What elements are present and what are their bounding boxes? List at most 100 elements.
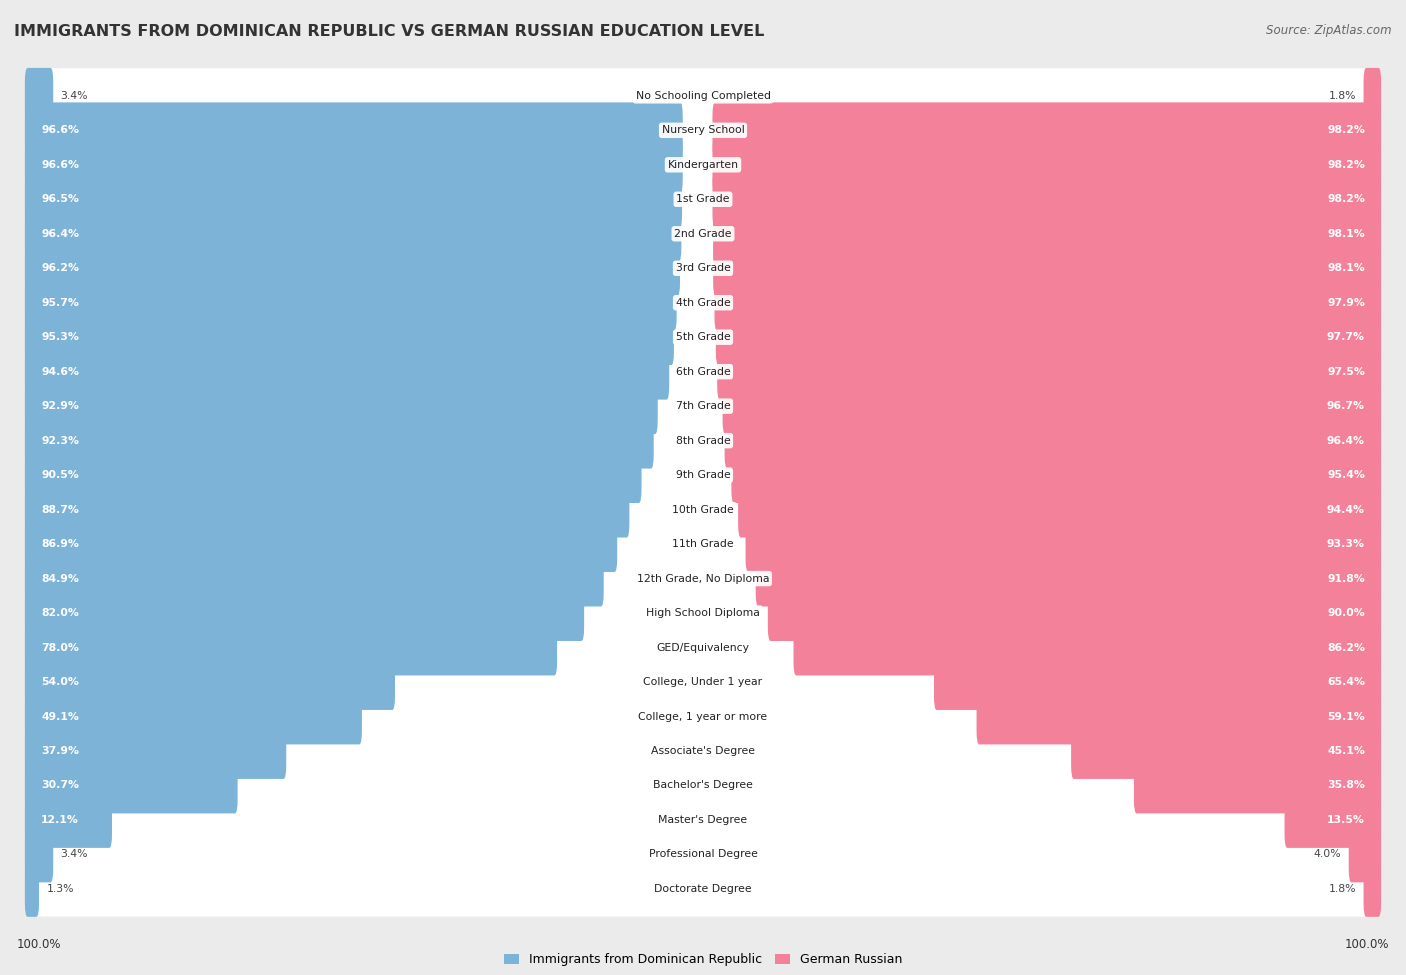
Text: 49.1%: 49.1% bbox=[41, 712, 79, 722]
Text: 95.3%: 95.3% bbox=[41, 332, 79, 342]
FancyBboxPatch shape bbox=[25, 412, 654, 469]
Text: 98.1%: 98.1% bbox=[1327, 263, 1365, 273]
FancyBboxPatch shape bbox=[25, 275, 676, 331]
Text: 90.5%: 90.5% bbox=[41, 470, 79, 480]
Text: 59.1%: 59.1% bbox=[1327, 712, 1365, 722]
FancyBboxPatch shape bbox=[934, 654, 1381, 710]
FancyBboxPatch shape bbox=[1133, 758, 1381, 813]
Text: 6th Grade: 6th Grade bbox=[676, 367, 730, 376]
FancyBboxPatch shape bbox=[25, 482, 630, 537]
Text: 8th Grade: 8th Grade bbox=[676, 436, 730, 446]
FancyBboxPatch shape bbox=[713, 136, 1381, 193]
Text: 7th Grade: 7th Grade bbox=[676, 401, 730, 411]
FancyBboxPatch shape bbox=[738, 482, 1381, 537]
FancyBboxPatch shape bbox=[25, 378, 1381, 434]
FancyBboxPatch shape bbox=[25, 206, 682, 261]
Text: 82.0%: 82.0% bbox=[41, 608, 79, 618]
FancyBboxPatch shape bbox=[25, 136, 683, 193]
Text: 100.0%: 100.0% bbox=[1344, 938, 1389, 951]
Text: 98.2%: 98.2% bbox=[1327, 160, 1365, 170]
FancyBboxPatch shape bbox=[25, 102, 683, 158]
FancyBboxPatch shape bbox=[25, 344, 669, 400]
FancyBboxPatch shape bbox=[25, 688, 361, 745]
FancyBboxPatch shape bbox=[25, 102, 1381, 158]
FancyBboxPatch shape bbox=[1364, 861, 1381, 916]
FancyBboxPatch shape bbox=[1348, 827, 1381, 882]
Text: 1.8%: 1.8% bbox=[1329, 884, 1357, 894]
Legend: Immigrants from Dominican Republic, German Russian: Immigrants from Dominican Republic, Germ… bbox=[499, 949, 907, 971]
Text: 92.9%: 92.9% bbox=[41, 401, 79, 411]
FancyBboxPatch shape bbox=[25, 793, 1381, 847]
FancyBboxPatch shape bbox=[25, 758, 1381, 813]
Text: 12th Grade, No Diploma: 12th Grade, No Diploma bbox=[637, 573, 769, 584]
FancyBboxPatch shape bbox=[755, 551, 1381, 606]
Text: 96.6%: 96.6% bbox=[41, 126, 79, 136]
FancyBboxPatch shape bbox=[25, 275, 1381, 331]
Text: 84.9%: 84.9% bbox=[41, 573, 79, 584]
Text: 97.9%: 97.9% bbox=[1327, 297, 1365, 308]
FancyBboxPatch shape bbox=[1071, 723, 1381, 779]
FancyBboxPatch shape bbox=[713, 172, 1381, 227]
FancyBboxPatch shape bbox=[25, 172, 682, 227]
Text: 88.7%: 88.7% bbox=[41, 505, 79, 515]
FancyBboxPatch shape bbox=[25, 344, 1381, 400]
FancyBboxPatch shape bbox=[25, 827, 53, 882]
Text: Source: ZipAtlas.com: Source: ZipAtlas.com bbox=[1267, 24, 1392, 37]
Text: 96.4%: 96.4% bbox=[1327, 436, 1365, 446]
Text: 96.2%: 96.2% bbox=[41, 263, 79, 273]
Text: 3.4%: 3.4% bbox=[60, 849, 89, 859]
Text: 98.1%: 98.1% bbox=[1327, 229, 1365, 239]
FancyBboxPatch shape bbox=[25, 585, 583, 641]
Text: 100.0%: 100.0% bbox=[17, 938, 62, 951]
FancyBboxPatch shape bbox=[714, 275, 1381, 331]
FancyBboxPatch shape bbox=[1364, 68, 1381, 124]
FancyBboxPatch shape bbox=[25, 827, 1381, 882]
Text: 78.0%: 78.0% bbox=[41, 643, 79, 652]
Text: 90.0%: 90.0% bbox=[1327, 608, 1365, 618]
FancyBboxPatch shape bbox=[25, 654, 395, 710]
FancyBboxPatch shape bbox=[717, 344, 1381, 400]
FancyBboxPatch shape bbox=[25, 654, 1381, 710]
Text: 86.9%: 86.9% bbox=[41, 539, 79, 549]
FancyBboxPatch shape bbox=[768, 585, 1381, 641]
FancyBboxPatch shape bbox=[977, 688, 1381, 745]
FancyBboxPatch shape bbox=[25, 240, 681, 296]
Text: No Schooling Completed: No Schooling Completed bbox=[636, 91, 770, 100]
FancyBboxPatch shape bbox=[25, 551, 603, 606]
Text: 98.2%: 98.2% bbox=[1327, 126, 1365, 136]
FancyBboxPatch shape bbox=[25, 68, 53, 124]
Text: 93.3%: 93.3% bbox=[1327, 539, 1365, 549]
Text: 98.2%: 98.2% bbox=[1327, 194, 1365, 205]
Text: 96.5%: 96.5% bbox=[41, 194, 79, 205]
Text: 96.4%: 96.4% bbox=[41, 229, 79, 239]
FancyBboxPatch shape bbox=[25, 517, 1381, 571]
Text: 97.5%: 97.5% bbox=[1327, 367, 1365, 376]
Text: 91.8%: 91.8% bbox=[1327, 573, 1365, 584]
Text: 1st Grade: 1st Grade bbox=[676, 194, 730, 205]
FancyBboxPatch shape bbox=[713, 102, 1381, 158]
Text: Associate's Degree: Associate's Degree bbox=[651, 746, 755, 756]
Text: 4th Grade: 4th Grade bbox=[676, 297, 730, 308]
Text: 5th Grade: 5th Grade bbox=[676, 332, 730, 342]
Text: 45.1%: 45.1% bbox=[1327, 746, 1365, 756]
FancyBboxPatch shape bbox=[25, 620, 1381, 675]
Text: 3rd Grade: 3rd Grade bbox=[675, 263, 731, 273]
Text: High School Diploma: High School Diploma bbox=[647, 608, 759, 618]
Text: 13.5%: 13.5% bbox=[1327, 815, 1365, 825]
Text: 37.9%: 37.9% bbox=[41, 746, 79, 756]
Text: Doctorate Degree: Doctorate Degree bbox=[654, 884, 752, 894]
Text: 95.4%: 95.4% bbox=[1327, 470, 1365, 480]
Text: 86.2%: 86.2% bbox=[1327, 643, 1365, 652]
Text: 94.4%: 94.4% bbox=[1327, 505, 1365, 515]
FancyBboxPatch shape bbox=[25, 448, 641, 503]
FancyBboxPatch shape bbox=[25, 482, 1381, 537]
Text: 9th Grade: 9th Grade bbox=[676, 470, 730, 480]
Text: Professional Degree: Professional Degree bbox=[648, 849, 758, 859]
FancyBboxPatch shape bbox=[25, 723, 287, 779]
Text: 3.4%: 3.4% bbox=[60, 91, 89, 100]
Text: 1.8%: 1.8% bbox=[1329, 91, 1357, 100]
FancyBboxPatch shape bbox=[25, 68, 1381, 124]
FancyBboxPatch shape bbox=[25, 861, 1381, 916]
FancyBboxPatch shape bbox=[713, 240, 1381, 296]
FancyBboxPatch shape bbox=[25, 309, 673, 365]
